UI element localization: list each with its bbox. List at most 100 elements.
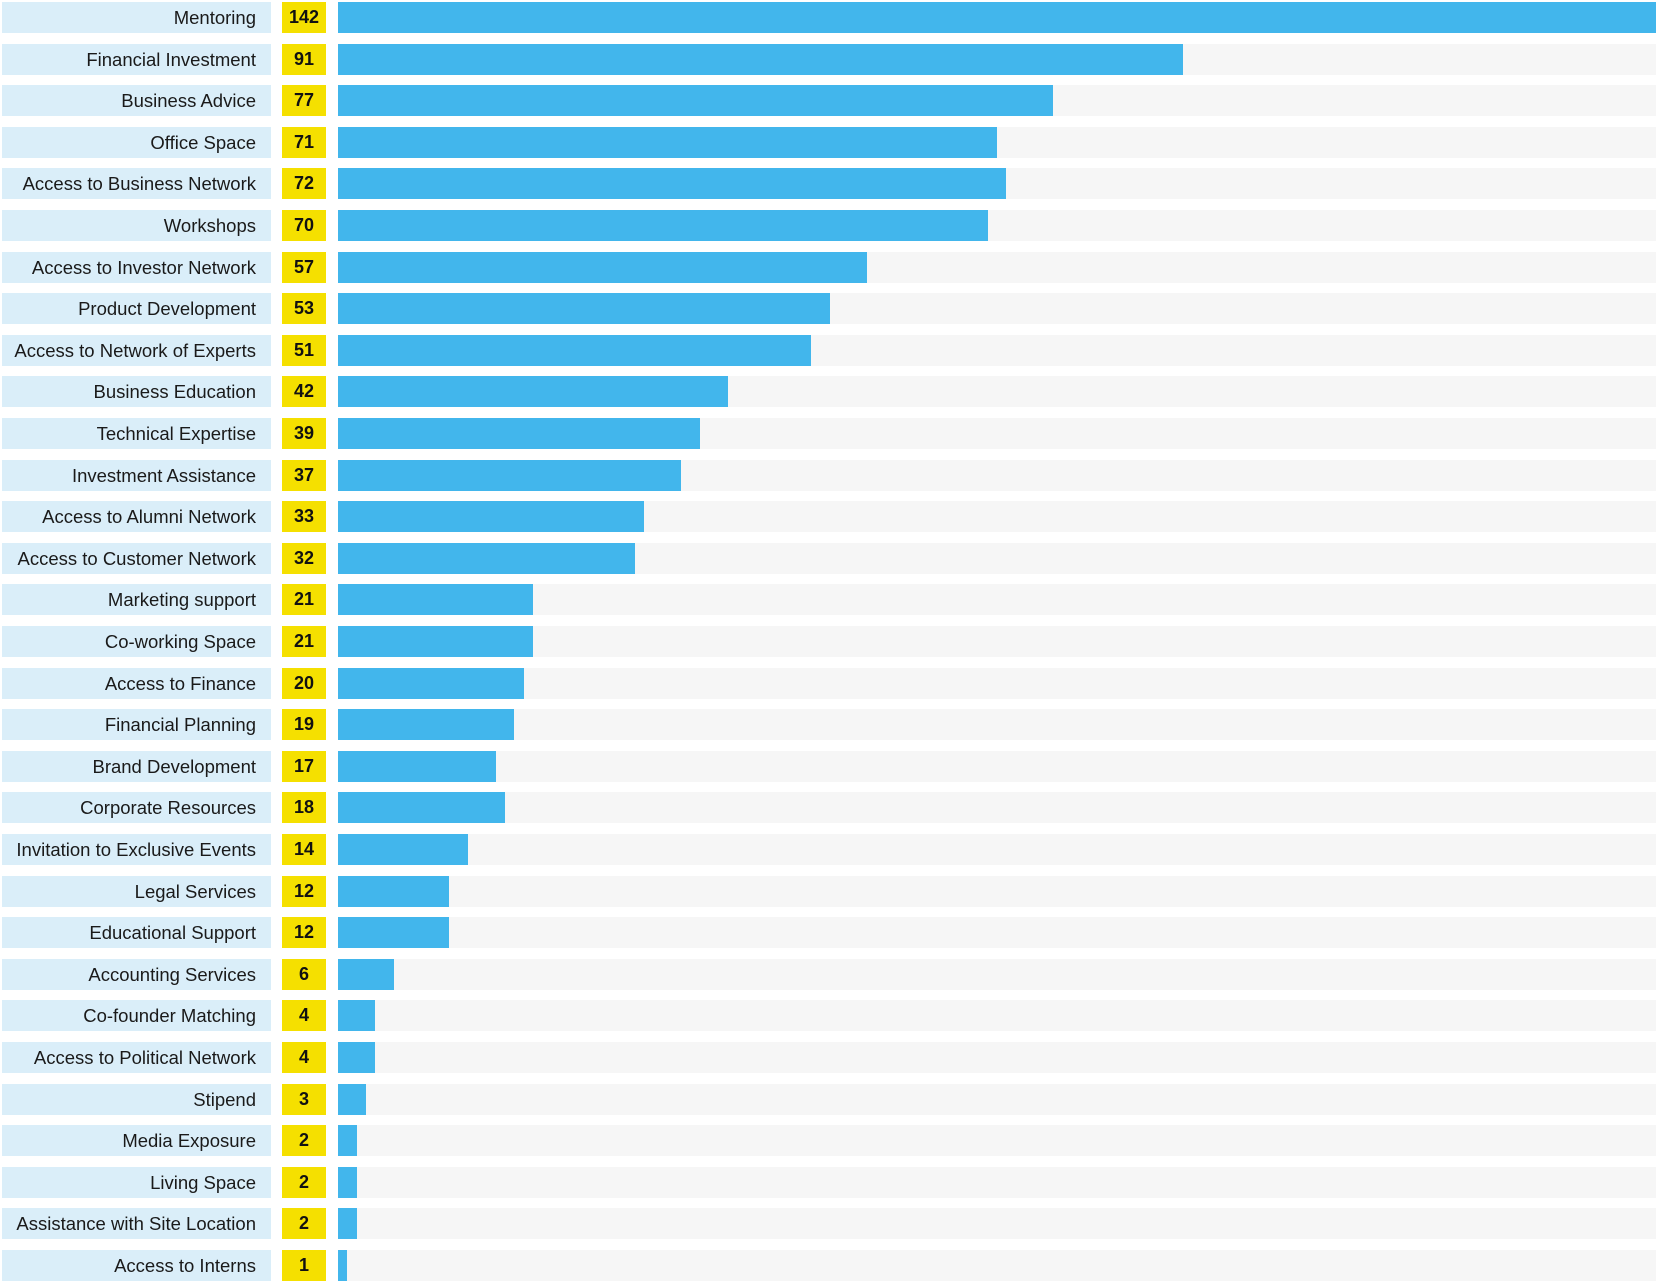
bar-track [338, 1083, 1656, 1115]
bar-row: Business Advice 77 [0, 85, 1656, 117]
bar [338, 958, 394, 990]
value-label: 3 [282, 1083, 326, 1115]
bar [338, 251, 868, 283]
bar-track [338, 792, 1656, 824]
bar-row: Media Exposure 2 [0, 1125, 1656, 1157]
bar-row: Access to Political Network 4 [0, 1042, 1656, 1073]
value-label: 14 [282, 834, 326, 865]
category-label: Legal Services [2, 875, 271, 907]
category-label: Business Education [2, 376, 271, 408]
value-label: 6 [282, 958, 326, 990]
bar [338, 43, 1183, 75]
bar [338, 1125, 357, 1157]
category-label: Office Space [2, 126, 271, 158]
bar-row: Stipend 3 [0, 1083, 1656, 1115]
category-label: Accounting Services [2, 958, 271, 990]
value-label: 2 [282, 1125, 326, 1157]
bar-row: Invitation to Exclusive Events 14 [0, 834, 1656, 865]
bar-track [338, 709, 1656, 741]
value-label: 42 [282, 376, 326, 408]
bar-track [338, 251, 1656, 283]
value-label: 57 [282, 251, 326, 283]
bar-track [338, 958, 1656, 990]
bar [338, 875, 450, 907]
value-label: 71 [282, 126, 326, 158]
category-label: Access to Business Network [2, 168, 271, 200]
bar [338, 542, 635, 574]
bar-row: Access to Network of Experts 51 [0, 334, 1656, 366]
value-label: 12 [282, 875, 326, 907]
category-label: Access to Network of Experts [2, 334, 271, 366]
bar-row: Legal Services 12 [0, 875, 1656, 907]
bar-track [338, 376, 1656, 408]
value-label: 2 [282, 1208, 326, 1240]
bar-row: Access to Alumni Network 33 [0, 501, 1656, 533]
value-label: 70 [282, 210, 326, 241]
bar-row: Educational Support 12 [0, 917, 1656, 949]
bar [338, 917, 450, 949]
bar-row: Investment Assistance 37 [0, 459, 1656, 491]
category-label: Investment Assistance [2, 459, 271, 491]
bar-row: Technical Expertise 39 [0, 418, 1656, 449]
bar-track [338, 418, 1656, 449]
bar-row: Assistance with Site Location 2 [0, 1208, 1656, 1240]
value-label: 32 [282, 542, 326, 574]
bar-track [338, 85, 1656, 117]
bar [338, 418, 700, 449]
category-label: Assistance with Site Location [2, 1208, 271, 1240]
bar [338, 334, 812, 366]
bar-row: Financial Investment 91 [0, 43, 1656, 75]
bar-track [338, 750, 1656, 782]
category-label: Co-founder Matching [2, 1000, 271, 1032]
bar [338, 1208, 357, 1240]
bar [338, 85, 1053, 117]
bar [338, 834, 468, 865]
bar-track [338, 917, 1656, 949]
bar-track [338, 875, 1656, 907]
value-label: 39 [282, 418, 326, 449]
category-label: Educational Support [2, 917, 271, 949]
bar-row: Product Development 53 [0, 293, 1656, 325]
category-label: Corporate Resources [2, 792, 271, 824]
category-label: Access to Alumni Network [2, 501, 271, 533]
bar-row: Access to Customer Network 32 [0, 542, 1656, 574]
bar-row: Living Space 2 [0, 1166, 1656, 1198]
bar [338, 750, 496, 782]
bar [338, 584, 533, 616]
value-label: 4 [282, 1000, 326, 1032]
bar-row: Mentoring 142 [0, 2, 1656, 33]
bar [338, 459, 682, 491]
category-label: Access to Political Network [2, 1042, 271, 1073]
category-label: Brand Development [2, 750, 271, 782]
bar [338, 1166, 357, 1198]
bar-row: Marketing support 21 [0, 584, 1656, 616]
category-label: Business Advice [2, 85, 271, 117]
bar [338, 168, 1007, 200]
bar-track [338, 1166, 1656, 1198]
value-label: 37 [282, 459, 326, 491]
bar-row: Co-working Space 21 [0, 626, 1656, 657]
bar [338, 501, 645, 533]
bar-row: Accounting Services 6 [0, 958, 1656, 990]
bar [338, 293, 830, 325]
bar [338, 667, 524, 699]
category-label: Financial Investment [2, 43, 271, 75]
category-label: Co-working Space [2, 626, 271, 657]
bar [338, 210, 988, 241]
value-label: 4 [282, 1042, 326, 1073]
bar [338, 1042, 376, 1073]
bar-row: Access to Finance 20 [0, 667, 1656, 699]
category-label: Access to Investor Network [2, 251, 271, 283]
bar [338, 792, 506, 824]
value-label: 53 [282, 293, 326, 325]
bar-track [338, 210, 1656, 241]
value-label: 1 [282, 1250, 326, 1281]
bar-row: Business Education 42 [0, 376, 1656, 408]
value-label: 51 [282, 334, 326, 366]
value-label: 21 [282, 584, 326, 616]
bar [338, 1250, 348, 1281]
bar-row: Corporate Resources 18 [0, 792, 1656, 824]
bar-track [338, 126, 1656, 158]
bar-track [338, 334, 1656, 366]
